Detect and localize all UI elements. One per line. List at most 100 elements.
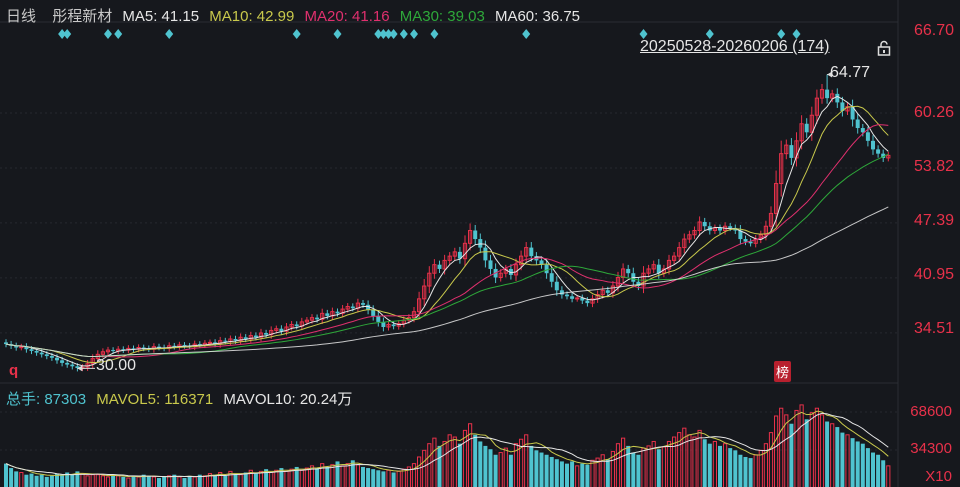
candle — [417, 298, 422, 313]
event-marker-icon — [792, 29, 801, 39]
candle — [600, 289, 605, 296]
candle — [651, 264, 656, 270]
candle — [264, 332, 269, 335]
candle — [529, 247, 534, 257]
candle — [876, 149, 881, 154]
volume-bar — [468, 423, 473, 487]
volume-bar — [335, 461, 340, 487]
event-marker-icon — [58, 29, 67, 39]
volume-bar — [422, 449, 427, 487]
low-arrow-icon — [77, 365, 83, 372]
volume-bar — [172, 474, 177, 487]
volume-bar — [656, 449, 661, 487]
volume-bar — [615, 443, 621, 487]
volume-bar — [733, 450, 738, 487]
volume-bar — [457, 443, 462, 487]
volume-bar — [784, 414, 789, 487]
candle — [49, 356, 54, 358]
volume-bar — [641, 447, 646, 487]
volume-bar — [544, 454, 549, 487]
volume-bar — [396, 470, 401, 487]
event-marker-icon — [389, 29, 398, 39]
volume-bar — [819, 414, 825, 487]
candle — [141, 347, 146, 349]
volume-bar — [202, 475, 208, 487]
candle — [498, 272, 503, 278]
candle — [432, 264, 437, 274]
candle — [457, 251, 462, 259]
rank-badge[interactable]: 榜 — [774, 361, 792, 382]
candle — [779, 153, 784, 185]
candle — [381, 321, 386, 328]
candle — [371, 309, 376, 316]
volume-bar — [355, 464, 360, 487]
volume-bar — [855, 441, 860, 487]
candle — [34, 350, 39, 353]
volume-bar — [197, 474, 202, 487]
candle — [677, 247, 682, 257]
period-label[interactable]: 日线 — [6, 8, 37, 25]
high-arrow-icon — [827, 71, 833, 78]
volume-bar — [406, 466, 411, 487]
volume-bar — [758, 449, 763, 487]
volume-bar — [728, 448, 733, 487]
volume-bar — [14, 471, 19, 487]
volume-bar — [345, 463, 350, 487]
candle — [223, 340, 228, 342]
volume-bar — [605, 459, 610, 487]
volume-bar — [814, 407, 819, 487]
candle — [442, 259, 447, 270]
volume-bar — [677, 432, 682, 487]
volume-legend: 总手: 87303 MAVOL5: 116371 MAVOL10: 20.24万 — [6, 388, 358, 409]
low-price-label: 30.00 — [96, 357, 137, 374]
volume-bar — [871, 452, 875, 487]
range-label[interactable]: 20250528-20260206 (174) — [640, 38, 830, 55]
volume-bar — [34, 475, 39, 487]
volume-bar — [177, 476, 182, 487]
volume-bar — [508, 454, 513, 487]
volume-bar — [279, 468, 284, 487]
candle — [850, 106, 855, 120]
volume-bar — [432, 437, 437, 487]
candle — [238, 336, 243, 342]
volume-bar — [131, 475, 136, 487]
volume-bar — [19, 471, 24, 487]
lock-icon[interactable] — [877, 40, 891, 56]
candle — [559, 290, 564, 295]
candle — [243, 337, 248, 339]
volume-bar — [804, 419, 809, 487]
candle — [131, 348, 136, 350]
volume-bar — [391, 472, 396, 487]
volume-bar — [437, 445, 442, 487]
candle — [24, 346, 29, 350]
candle — [702, 221, 707, 227]
volume-bar — [661, 446, 666, 487]
event-marker-icon — [430, 29, 439, 39]
candle — [830, 93, 835, 99]
candle — [325, 313, 330, 316]
volume-bar — [738, 454, 743, 487]
candle — [478, 239, 483, 248]
volume-bar — [136, 476, 141, 487]
candle — [315, 317, 320, 320]
candle — [304, 319, 309, 323]
candle — [75, 366, 80, 369]
ma20-value: MA20: 41.16 — [304, 8, 390, 25]
mavol5-line — [5, 410, 889, 478]
event-marker-icon — [165, 29, 174, 39]
volume-bar — [167, 475, 172, 487]
stock-name: 彤程新材 — [52, 8, 113, 25]
event-marker-icon — [374, 29, 383, 39]
volume-bar — [371, 469, 376, 487]
volume-bar — [575, 465, 580, 487]
q-marker[interactable]: q — [9, 362, 19, 379]
candle — [687, 234, 692, 240]
volume-bar — [876, 454, 881, 487]
volume-bar — [483, 445, 488, 487]
candle — [513, 264, 519, 276]
candle — [90, 358, 95, 365]
candle — [427, 272, 432, 287]
volume-bar — [748, 458, 753, 487]
volume-bar — [213, 474, 218, 487]
